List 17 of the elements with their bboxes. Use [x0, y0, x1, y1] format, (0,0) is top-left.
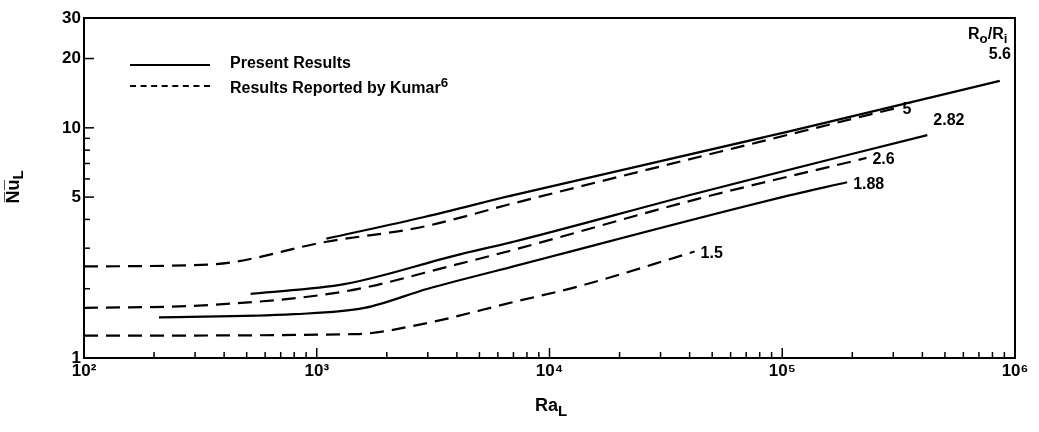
x-tick-label: 10³ [304, 360, 330, 380]
series-label: 5.6 [988, 45, 1012, 63]
y-tick-label: 30 [62, 7, 81, 27]
series-label: 2.6 [872, 150, 895, 168]
y-tick-label: 5 [71, 186, 81, 206]
x-tick-label: 10⁶ [1001, 360, 1029, 380]
series-label: 1.5 [700, 243, 723, 261]
annotation: R$_{o}$/R$_{i}$ [968, 25, 1008, 47]
annotation: Results Reported by Kumar$^{6}$ [230, 75, 449, 98]
x-tick-label: 10⁴ [535, 360, 564, 380]
x-axis-title: Ra$_{L}$ [535, 395, 568, 419]
series-label: 1.88 [853, 174, 885, 192]
series-label: 2.82 [933, 111, 965, 129]
y-tick-label: 10 [62, 117, 81, 137]
y-tick-label: 20 [62, 48, 81, 68]
annotation: Present Results [230, 54, 351, 72]
x-tick-label: 10⁵ [768, 360, 796, 380]
